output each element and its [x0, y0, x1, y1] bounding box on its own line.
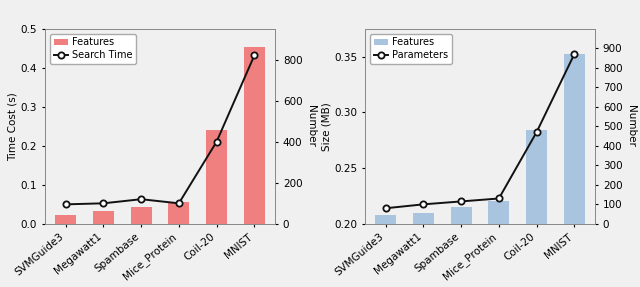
Bar [375, 216, 396, 287]
Legend: Features, Search Time: Features, Search Time [50, 34, 136, 64]
Bar [451, 207, 472, 287]
Bar [55, 215, 76, 224]
Bar [564, 54, 585, 287]
Bar [168, 201, 189, 224]
Bar [93, 211, 114, 224]
Bar [244, 47, 265, 224]
Bar [206, 130, 227, 224]
Y-axis label: Number: Number [307, 105, 316, 147]
Bar [413, 213, 434, 287]
Y-axis label: Size (MB): Size (MB) [321, 102, 332, 151]
Y-axis label: Time Cost (s): Time Cost (s) [8, 92, 18, 161]
Bar [526, 130, 547, 287]
Bar [488, 201, 509, 287]
Y-axis label: Number: Number [627, 105, 636, 147]
Legend: Features, Parameters: Features, Parameters [370, 34, 452, 64]
Bar [131, 207, 152, 224]
